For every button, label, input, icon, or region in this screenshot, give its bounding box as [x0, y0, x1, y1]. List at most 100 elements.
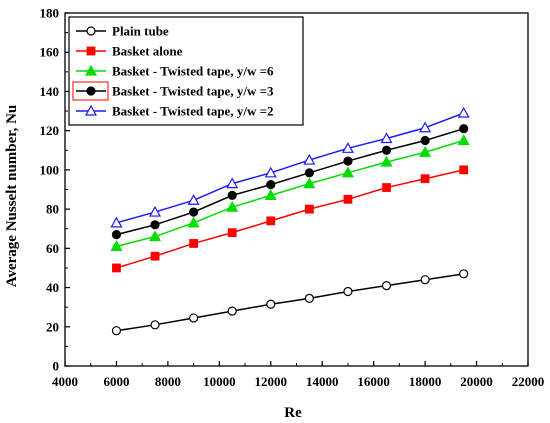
data-point — [110, 216, 123, 228]
data-point — [343, 194, 353, 204]
series-1 — [111, 269, 469, 336]
data-point — [112, 263, 121, 273]
x-axis-ticks: 4000 6000 8000 10000 12000 14000 16000 18000 200… — [52, 361, 544, 389]
data-point — [189, 239, 199, 248]
data-point — [266, 216, 276, 226]
legend-marker — [86, 86, 96, 96]
legend-label: Basket - Twisted tape, y/w =6 — [112, 64, 274, 79]
y-tick-label: 120 — [40, 123, 60, 138]
series-2 — [112, 165, 469, 273]
x-tick-label: 8000 — [155, 374, 181, 389]
data-point — [227, 228, 237, 238]
legend-label: Basket - Twisted tape, y/w =3 — [112, 84, 274, 99]
series-line — [116, 273, 464, 332]
data-point — [381, 145, 392, 155]
x-tick-label: 12000 — [255, 374, 288, 389]
data-point — [459, 269, 469, 279]
data-point — [266, 179, 276, 190]
data-point — [111, 230, 122, 240]
series-line — [116, 112, 464, 224]
x-tick-label: 22000 — [512, 374, 545, 389]
data-point — [304, 293, 314, 303]
data-point — [304, 168, 314, 178]
series-line — [116, 139, 464, 248]
series-line — [116, 127, 464, 236]
legend-marker — [86, 26, 96, 36]
data-point — [149, 230, 162, 242]
data-point — [150, 320, 160, 330]
y-tick-label: 100 — [40, 162, 60, 177]
legend-label: Basket alone — [112, 44, 183, 59]
data-point — [457, 134, 470, 146]
x-tick-label: 18000 — [409, 374, 442, 389]
y-tick-label: 20 — [46, 319, 59, 334]
legend-entry: Basket - Twisted tape, y/w =6 — [76, 64, 274, 79]
data-point — [303, 153, 316, 165]
data-point — [187, 194, 200, 205]
legend-box — [68, 16, 304, 126]
data-point — [341, 166, 354, 178]
y-tick-label: 140 — [40, 84, 60, 99]
y-tick-label: 180 — [40, 6, 60, 21]
legend-marker — [84, 64, 98, 76]
series-5 — [110, 106, 470, 228]
legend-label: Basket - Twisted tape, y/w =2 — [112, 104, 273, 119]
data-point — [189, 313, 199, 323]
y-axis-ticks: 0 20 40 60 80 100 120 140 160 180 — [40, 6, 70, 374]
legend-entry: Plain tube — [76, 24, 169, 39]
data-point — [419, 146, 432, 157]
legend-marker — [84, 104, 98, 116]
x-tick-label: 14000 — [306, 374, 339, 389]
legend-label: Plain tube — [112, 24, 169, 39]
legend-highlight — [72, 81, 109, 101]
data-point — [304, 204, 314, 214]
data-point — [150, 220, 160, 230]
y-tick-label: 160 — [40, 45, 60, 60]
y-tick-label: 40 — [46, 280, 59, 295]
data-point — [420, 135, 430, 146]
data-point — [303, 177, 316, 189]
data-point — [381, 280, 392, 291]
series-3 — [110, 134, 470, 251]
data-point — [264, 189, 277, 200]
x-tick-label: 20000 — [460, 374, 493, 389]
data-point — [459, 124, 469, 134]
data-point — [227, 190, 237, 200]
legend-entry: Basket alone — [76, 44, 183, 59]
data-point — [264, 166, 277, 178]
data-point — [187, 216, 200, 228]
series-4 — [111, 124, 469, 240]
y-axis-title: Average Nusselt number, Nu — [4, 105, 20, 288]
data-point — [341, 142, 354, 153]
series-line — [116, 169, 464, 269]
data-point — [459, 165, 469, 175]
x-axis-title: Re — [284, 405, 302, 421]
x-tick-label: 16000 — [357, 374, 390, 389]
legend-marker — [86, 46, 96, 56]
data-point — [420, 174, 430, 184]
data-point — [382, 183, 391, 192]
data-point — [343, 156, 353, 166]
data-point — [149, 205, 162, 217]
x-tick-label: 6000 — [103, 374, 129, 389]
data-point — [189, 207, 199, 217]
data-point — [111, 326, 122, 336]
data-point — [226, 200, 239, 212]
y-tick-label: 0 — [53, 359, 60, 374]
data-point — [419, 121, 432, 133]
data-point — [110, 240, 123, 251]
data-point — [420, 275, 430, 285]
data-point — [226, 177, 239, 189]
legend-entry: Basket - Twisted tape, y/w =3 — [72, 81, 274, 101]
x-tick-label: 10000 — [203, 374, 236, 389]
legend-entry: Basket - Twisted tape, y/w =2 — [76, 104, 273, 119]
data-point — [380, 132, 393, 144]
legend: Plain tube Basket alone Basket - Twisted t… — [68, 16, 304, 126]
data-point — [150, 251, 160, 261]
data-point — [457, 106, 470, 118]
series-layer — [110, 106, 470, 336]
data-point — [380, 155, 393, 167]
data-point — [343, 286, 353, 297]
x-tick-label: 4000 — [52, 374, 78, 389]
